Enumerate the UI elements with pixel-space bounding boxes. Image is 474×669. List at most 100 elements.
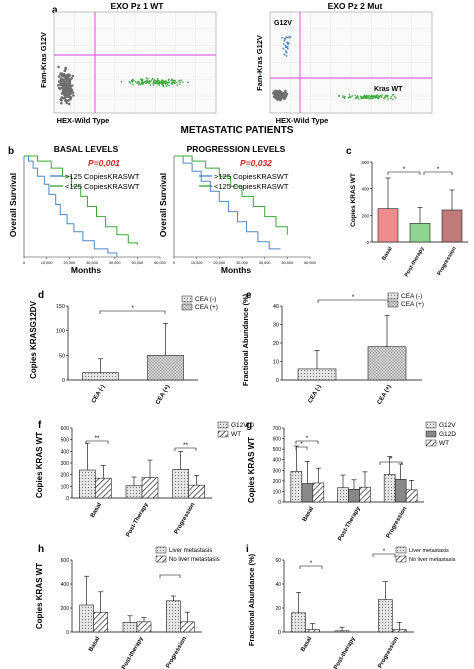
y-tick-label: 0 bbox=[276, 378, 279, 384]
x-tick-label: 20,000 bbox=[64, 261, 76, 265]
bar bbox=[172, 469, 189, 499]
wt-positive-droplet bbox=[395, 97, 397, 99]
wt-positive-droplet bbox=[349, 96, 352, 99]
significance-bracket bbox=[295, 446, 308, 450]
y-tick-label: 0 bbox=[66, 496, 69, 502]
significance-bracket bbox=[423, 171, 453, 175]
wt-positive-droplet bbox=[132, 83, 134, 86]
wt-positive-droplet bbox=[370, 97, 373, 99]
y-tick-label: 700 bbox=[273, 426, 282, 432]
legend-swatch bbox=[155, 555, 167, 563]
wt-positive-droplet bbox=[354, 97, 357, 100]
category-label: Progression bbox=[377, 636, 400, 669]
wt-positive-droplet bbox=[166, 81, 169, 84]
category-label: Post-therapy bbox=[333, 635, 357, 669]
category-label: Progression bbox=[386, 506, 409, 540]
bar bbox=[297, 368, 337, 381]
g12v-droplet bbox=[284, 46, 287, 48]
g12v-droplet bbox=[286, 47, 289, 50]
panel-letter-f: f bbox=[38, 420, 42, 431]
g12v-droplet bbox=[285, 36, 288, 38]
wt-positive-droplet bbox=[347, 96, 350, 99]
bar-panel-g: Copies KRAS WT 0 100 200 300 400 500 600 700 Bas… bbox=[247, 421, 456, 542]
negative-droplet bbox=[65, 101, 68, 105]
panel-letter-b: b bbox=[8, 146, 14, 157]
x-tick-label: 10,000 bbox=[41, 261, 53, 265]
g12v-droplet bbox=[282, 43, 285, 45]
negative-droplet bbox=[57, 84, 60, 87]
g12v-droplet bbox=[282, 47, 285, 50]
wt-positive-droplet bbox=[165, 85, 168, 87]
wt-positive-droplet bbox=[152, 82, 154, 84]
wt-positive-droplet bbox=[172, 81, 174, 83]
wt-positive-droplet bbox=[182, 81, 184, 83]
y-tick-label: 60 bbox=[275, 558, 281, 564]
bar bbox=[291, 612, 306, 633]
negative-droplet bbox=[70, 88, 74, 92]
wt-positive-droplet bbox=[171, 83, 174, 85]
x-axis-label: HEX-Wild Type bbox=[276, 116, 329, 125]
wt-positive-droplet bbox=[143, 80, 146, 83]
y-tick-label: 100 bbox=[273, 489, 282, 495]
category-label: Post-therapy bbox=[121, 635, 145, 669]
significance-bracket bbox=[387, 171, 421, 175]
bar bbox=[79, 604, 94, 633]
bar bbox=[348, 489, 360, 503]
wt-positive-droplet bbox=[392, 98, 394, 101]
significance-marker: * bbox=[131, 305, 134, 312]
negative-droplet bbox=[64, 82, 68, 85]
significance-marker: ** bbox=[94, 435, 100, 442]
wt-positive-droplet bbox=[163, 82, 165, 84]
wt-positive-droplet bbox=[387, 98, 389, 100]
bar bbox=[136, 621, 152, 633]
legend-swatch bbox=[217, 421, 229, 429]
y-tick-label: 600 bbox=[61, 558, 70, 564]
y-tick-label: 600 bbox=[361, 160, 369, 165]
wt-positive-droplet bbox=[154, 79, 157, 82]
bar bbox=[95, 477, 112, 499]
y-tick-label: 300 bbox=[273, 468, 282, 474]
x-tick-label: 30,000 bbox=[236, 261, 248, 265]
survival-curve bbox=[24, 155, 118, 257]
wt-positive-droplet bbox=[147, 78, 149, 80]
legend-label: CEA (+) bbox=[401, 301, 424, 308]
y-tick-label: 200 bbox=[273, 479, 282, 485]
wt-positive-droplet bbox=[357, 98, 360, 100]
y-tick-label: 40 bbox=[273, 304, 279, 310]
wt-positive-droplet bbox=[137, 83, 140, 85]
bar bbox=[394, 478, 407, 503]
g12v-droplet bbox=[286, 46, 289, 48]
wt-positive-droplet bbox=[163, 80, 165, 83]
negative-droplet bbox=[61, 82, 64, 86]
wt-positive-droplet bbox=[393, 95, 396, 98]
negative-droplet bbox=[59, 77, 63, 80]
wt-positive-droplet bbox=[364, 97, 367, 99]
wt-positive-droplet bbox=[390, 97, 392, 100]
legend-swatch bbox=[425, 421, 437, 429]
wt-positive-droplet bbox=[155, 81, 158, 84]
y-tick-label: 600 bbox=[61, 426, 70, 432]
g12v-droplet bbox=[283, 37, 286, 40]
negative-droplet bbox=[284, 89, 287, 93]
wt-positive-droplet bbox=[139, 84, 141, 86]
y-tick-label: 600 bbox=[273, 437, 282, 443]
wt-positive-droplet bbox=[120, 80, 123, 83]
y-axis-label: Copies KRAS WT bbox=[35, 563, 44, 629]
negative-droplet bbox=[69, 78, 72, 81]
wt-positive-droplet bbox=[141, 82, 144, 84]
legend-label: WT bbox=[231, 431, 241, 438]
panel-letter-e: e bbox=[246, 290, 252, 301]
legend-label-high: >125 CopiesKRASWT bbox=[214, 172, 289, 181]
g12v-droplet bbox=[284, 44, 287, 47]
negative-droplet bbox=[63, 78, 67, 81]
wt-positive-droplet bbox=[368, 94, 370, 97]
bar bbox=[312, 482, 325, 503]
y-tick-label: 0 bbox=[278, 630, 281, 636]
survival-curve bbox=[174, 155, 288, 235]
survival-panel-progression: PROGRESSION LEVELS Overall Survival Mont… bbox=[158, 144, 316, 275]
y-tick-label: 0 bbox=[366, 240, 369, 245]
legend-swatch bbox=[395, 546, 407, 554]
wt-positive-droplet bbox=[370, 94, 373, 96]
negative-droplet bbox=[57, 80, 61, 83]
